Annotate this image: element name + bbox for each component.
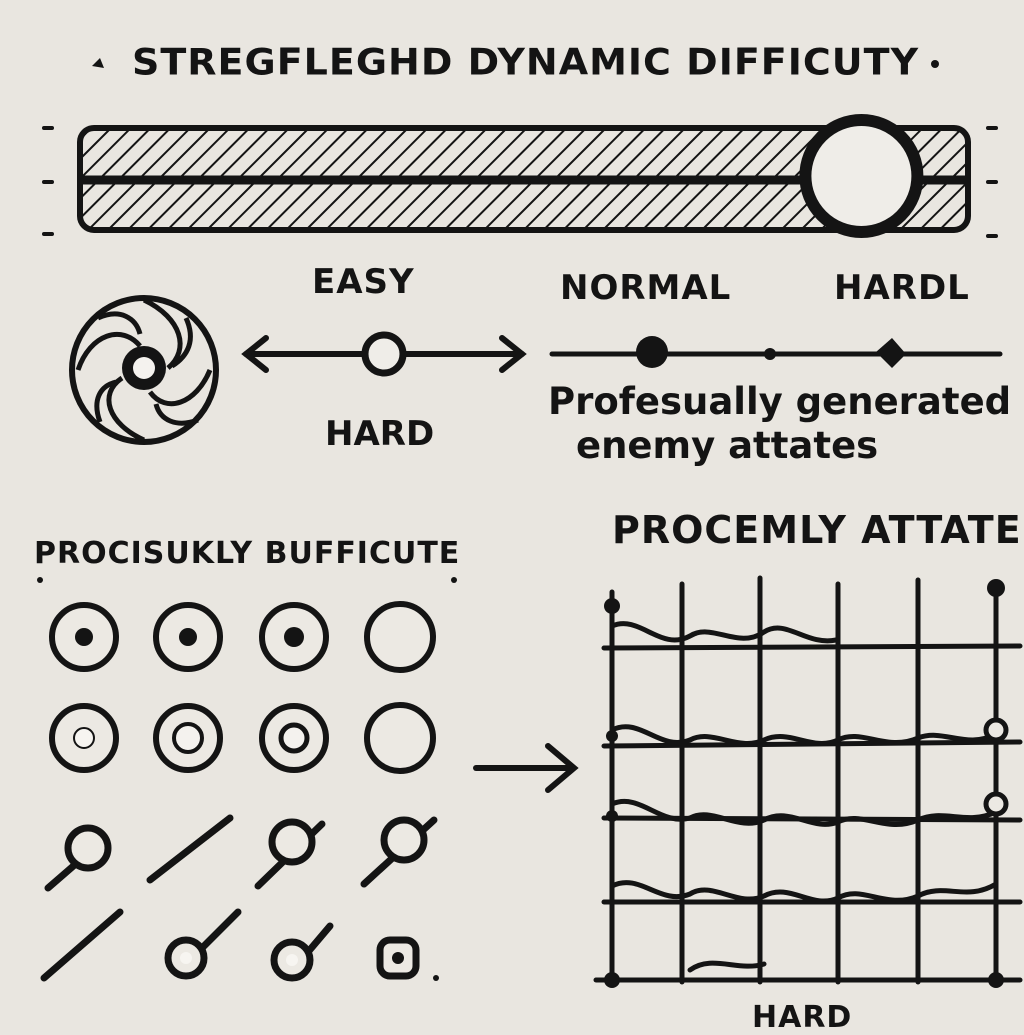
left-panel-corner-marks (37, 577, 457, 981)
level-label-easy: EASY (312, 262, 415, 302)
diagram-title: STREGFLEGHD DYNAMIC DIFFICUTY (132, 41, 920, 83)
hard-marker (876, 338, 906, 368)
stroke-icon (40, 908, 124, 982)
ring-icon (364, 601, 436, 673)
generation-note-line1: Profesually generated (548, 380, 1012, 423)
difficulty-slider[interactable] (42, 114, 998, 238)
bottom-hard-label: HARD (752, 1000, 853, 1035)
pin-icon-grid (40, 814, 438, 982)
pin-icon (270, 922, 334, 982)
pin-icon (376, 936, 420, 980)
flow-arrow (473, 743, 579, 793)
ring-icon (153, 703, 223, 773)
slider-ticks (42, 126, 998, 238)
aperture-icon (69, 295, 219, 445)
generation-note: Profesually generated enemy attates (548, 380, 1011, 468)
stroke-icon (146, 814, 234, 884)
slider-knob[interactable] (799, 114, 924, 238)
hard-label: HARD (325, 414, 435, 454)
scale-dot (764, 348, 776, 360)
grid-nodes (604, 579, 1009, 988)
title-decorations (92, 58, 939, 69)
ring-icon (153, 602, 223, 672)
ring-icon (259, 703, 329, 773)
left-panel-title: PROCISUKLY BUFFICUTE (34, 536, 461, 571)
level-label-hard: HARDL (834, 268, 970, 308)
pin-icon (44, 824, 112, 892)
pin-icon (164, 908, 242, 980)
difficulty-selector-knob[interactable] (361, 331, 407, 377)
right-panel-title: PROCEMLY ATTATES (612, 508, 1024, 552)
ring-icon (49, 703, 119, 773)
difficulty-icon-grid (49, 601, 436, 774)
generation-note-line2: enemy attates (576, 424, 879, 467)
ring-icon (259, 602, 329, 672)
enemy-attack-grid (593, 575, 1023, 985)
ring-icon (364, 702, 436, 774)
ring-icon (49, 602, 119, 672)
pin-icon (360, 816, 438, 888)
level-label-normal: NORMAL (560, 268, 732, 308)
pin-icon (254, 818, 326, 890)
normal-marker (636, 336, 668, 368)
